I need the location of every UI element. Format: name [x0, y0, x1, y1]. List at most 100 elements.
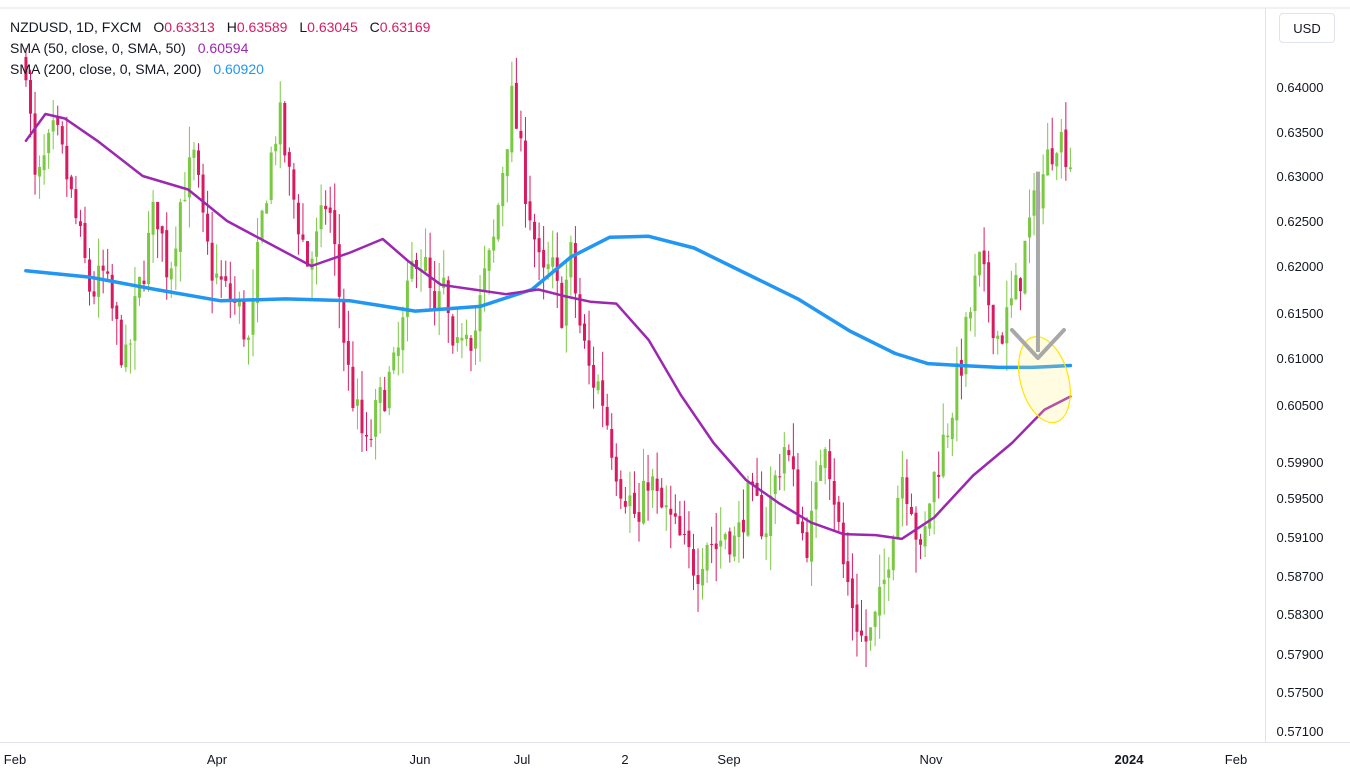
currency-button[interactable]: USD — [1279, 13, 1335, 43]
candle-body — [501, 172, 505, 207]
y-tick-label: 0.64000 — [1277, 80, 1324, 95]
candle-body — [510, 85, 514, 153]
candle-body — [710, 543, 714, 545]
open-value: 0.63313 — [164, 19, 215, 35]
candle-body — [610, 428, 614, 458]
y-tick-label: 0.62000 — [1277, 259, 1324, 274]
candle-body — [909, 506, 913, 514]
candle-body — [637, 512, 641, 522]
candle-body — [101, 265, 105, 271]
candle-body — [42, 155, 46, 171]
candle-body — [365, 434, 369, 437]
y-tick-label: 0.57100 — [1277, 724, 1324, 739]
x-tick-label: 2024 — [1115, 752, 1145, 767]
candle-body — [946, 435, 950, 438]
candle-body — [646, 482, 650, 491]
candle-body — [237, 301, 241, 307]
candle-body — [732, 535, 736, 557]
sma50-line — [24, 112, 1072, 541]
candle-body — [119, 319, 123, 366]
candle-body — [251, 299, 255, 335]
candle-body — [210, 242, 214, 281]
candle-body — [337, 244, 341, 297]
candle-body — [632, 492, 636, 514]
candle-body — [528, 201, 532, 221]
candle-body — [97, 265, 101, 297]
candle-body — [1055, 153, 1059, 167]
candle-body — [47, 132, 51, 154]
candle-body — [69, 176, 73, 190]
low-label: L — [299, 19, 308, 35]
candle-body — [914, 512, 918, 540]
candle-body — [832, 481, 836, 505]
candle-body — [428, 257, 432, 289]
symbol-label[interactable]: NZDUSD, 1D, FXCM — [10, 19, 142, 35]
candle-body — [841, 522, 845, 565]
candle-body — [805, 532, 809, 558]
y-tick-label: 0.61000 — [1277, 351, 1324, 366]
candle-body — [1018, 278, 1022, 292]
high-value: 0.63589 — [236, 19, 288, 35]
candle-body — [124, 344, 128, 368]
candle-body — [1000, 335, 1004, 344]
candle-body — [487, 250, 491, 271]
candle-body — [828, 451, 832, 480]
x-tick-label: Nov — [919, 752, 943, 767]
candle-body — [760, 494, 764, 537]
candle-body — [201, 174, 205, 213]
candle-body — [24, 56, 28, 81]
candle-body — [1014, 275, 1018, 300]
x-tick-label: 2 — [621, 752, 628, 767]
sma200-legend-row[interactable]: SMA (200, close, 0, SMA, 200) 0.60920 — [10, 59, 430, 80]
candle-body — [1009, 298, 1013, 306]
sma50-legend-row[interactable]: SMA (50, close, 0, SMA, 50) 0.60594 — [10, 38, 430, 59]
candle-body — [869, 627, 873, 641]
y-tick-label: 0.59900 — [1277, 455, 1324, 470]
candle-body — [1028, 217, 1032, 238]
candle-body — [878, 586, 882, 616]
candle-body — [478, 295, 482, 332]
candle-body — [328, 207, 332, 213]
candle-body — [887, 569, 891, 578]
candle-body — [714, 543, 718, 550]
candle-body — [891, 537, 895, 571]
high-label: H — [226, 19, 237, 35]
candle-body — [197, 150, 201, 175]
candle-body — [691, 549, 695, 576]
candle-body — [569, 242, 573, 278]
candle-body — [283, 102, 287, 156]
candle-body — [65, 145, 69, 180]
candle-body — [773, 475, 777, 495]
candle-body — [142, 280, 146, 284]
candle-body — [206, 213, 210, 242]
candle-body — [751, 481, 755, 485]
low-value: 0.63045 — [307, 19, 358, 35]
candle-body — [56, 117, 60, 125]
candle-body — [605, 406, 609, 426]
candle-body — [514, 82, 518, 129]
candle-body — [115, 305, 119, 320]
candle-body — [228, 283, 232, 302]
candle-body — [619, 479, 623, 499]
candle-body — [664, 505, 668, 508]
sma200-label: SMA (200, close, 0, SMA, 200) — [10, 61, 202, 77]
candle-body — [642, 480, 646, 524]
candle-body — [705, 545, 709, 571]
candle-body — [955, 363, 959, 421]
candle-body — [505, 149, 509, 177]
candle-body — [215, 273, 219, 278]
candle-body — [651, 476, 655, 491]
candle-body — [968, 312, 972, 319]
candle-body — [996, 335, 1000, 339]
candle-body — [319, 205, 323, 230]
candle-body — [192, 149, 196, 158]
open-label: O — [153, 19, 165, 35]
candle-body — [978, 251, 982, 276]
candle-body — [110, 274, 114, 309]
candle-body — [460, 337, 464, 341]
candle-body — [38, 166, 42, 177]
candle-body — [1059, 131, 1063, 153]
candle-body — [787, 450, 791, 456]
